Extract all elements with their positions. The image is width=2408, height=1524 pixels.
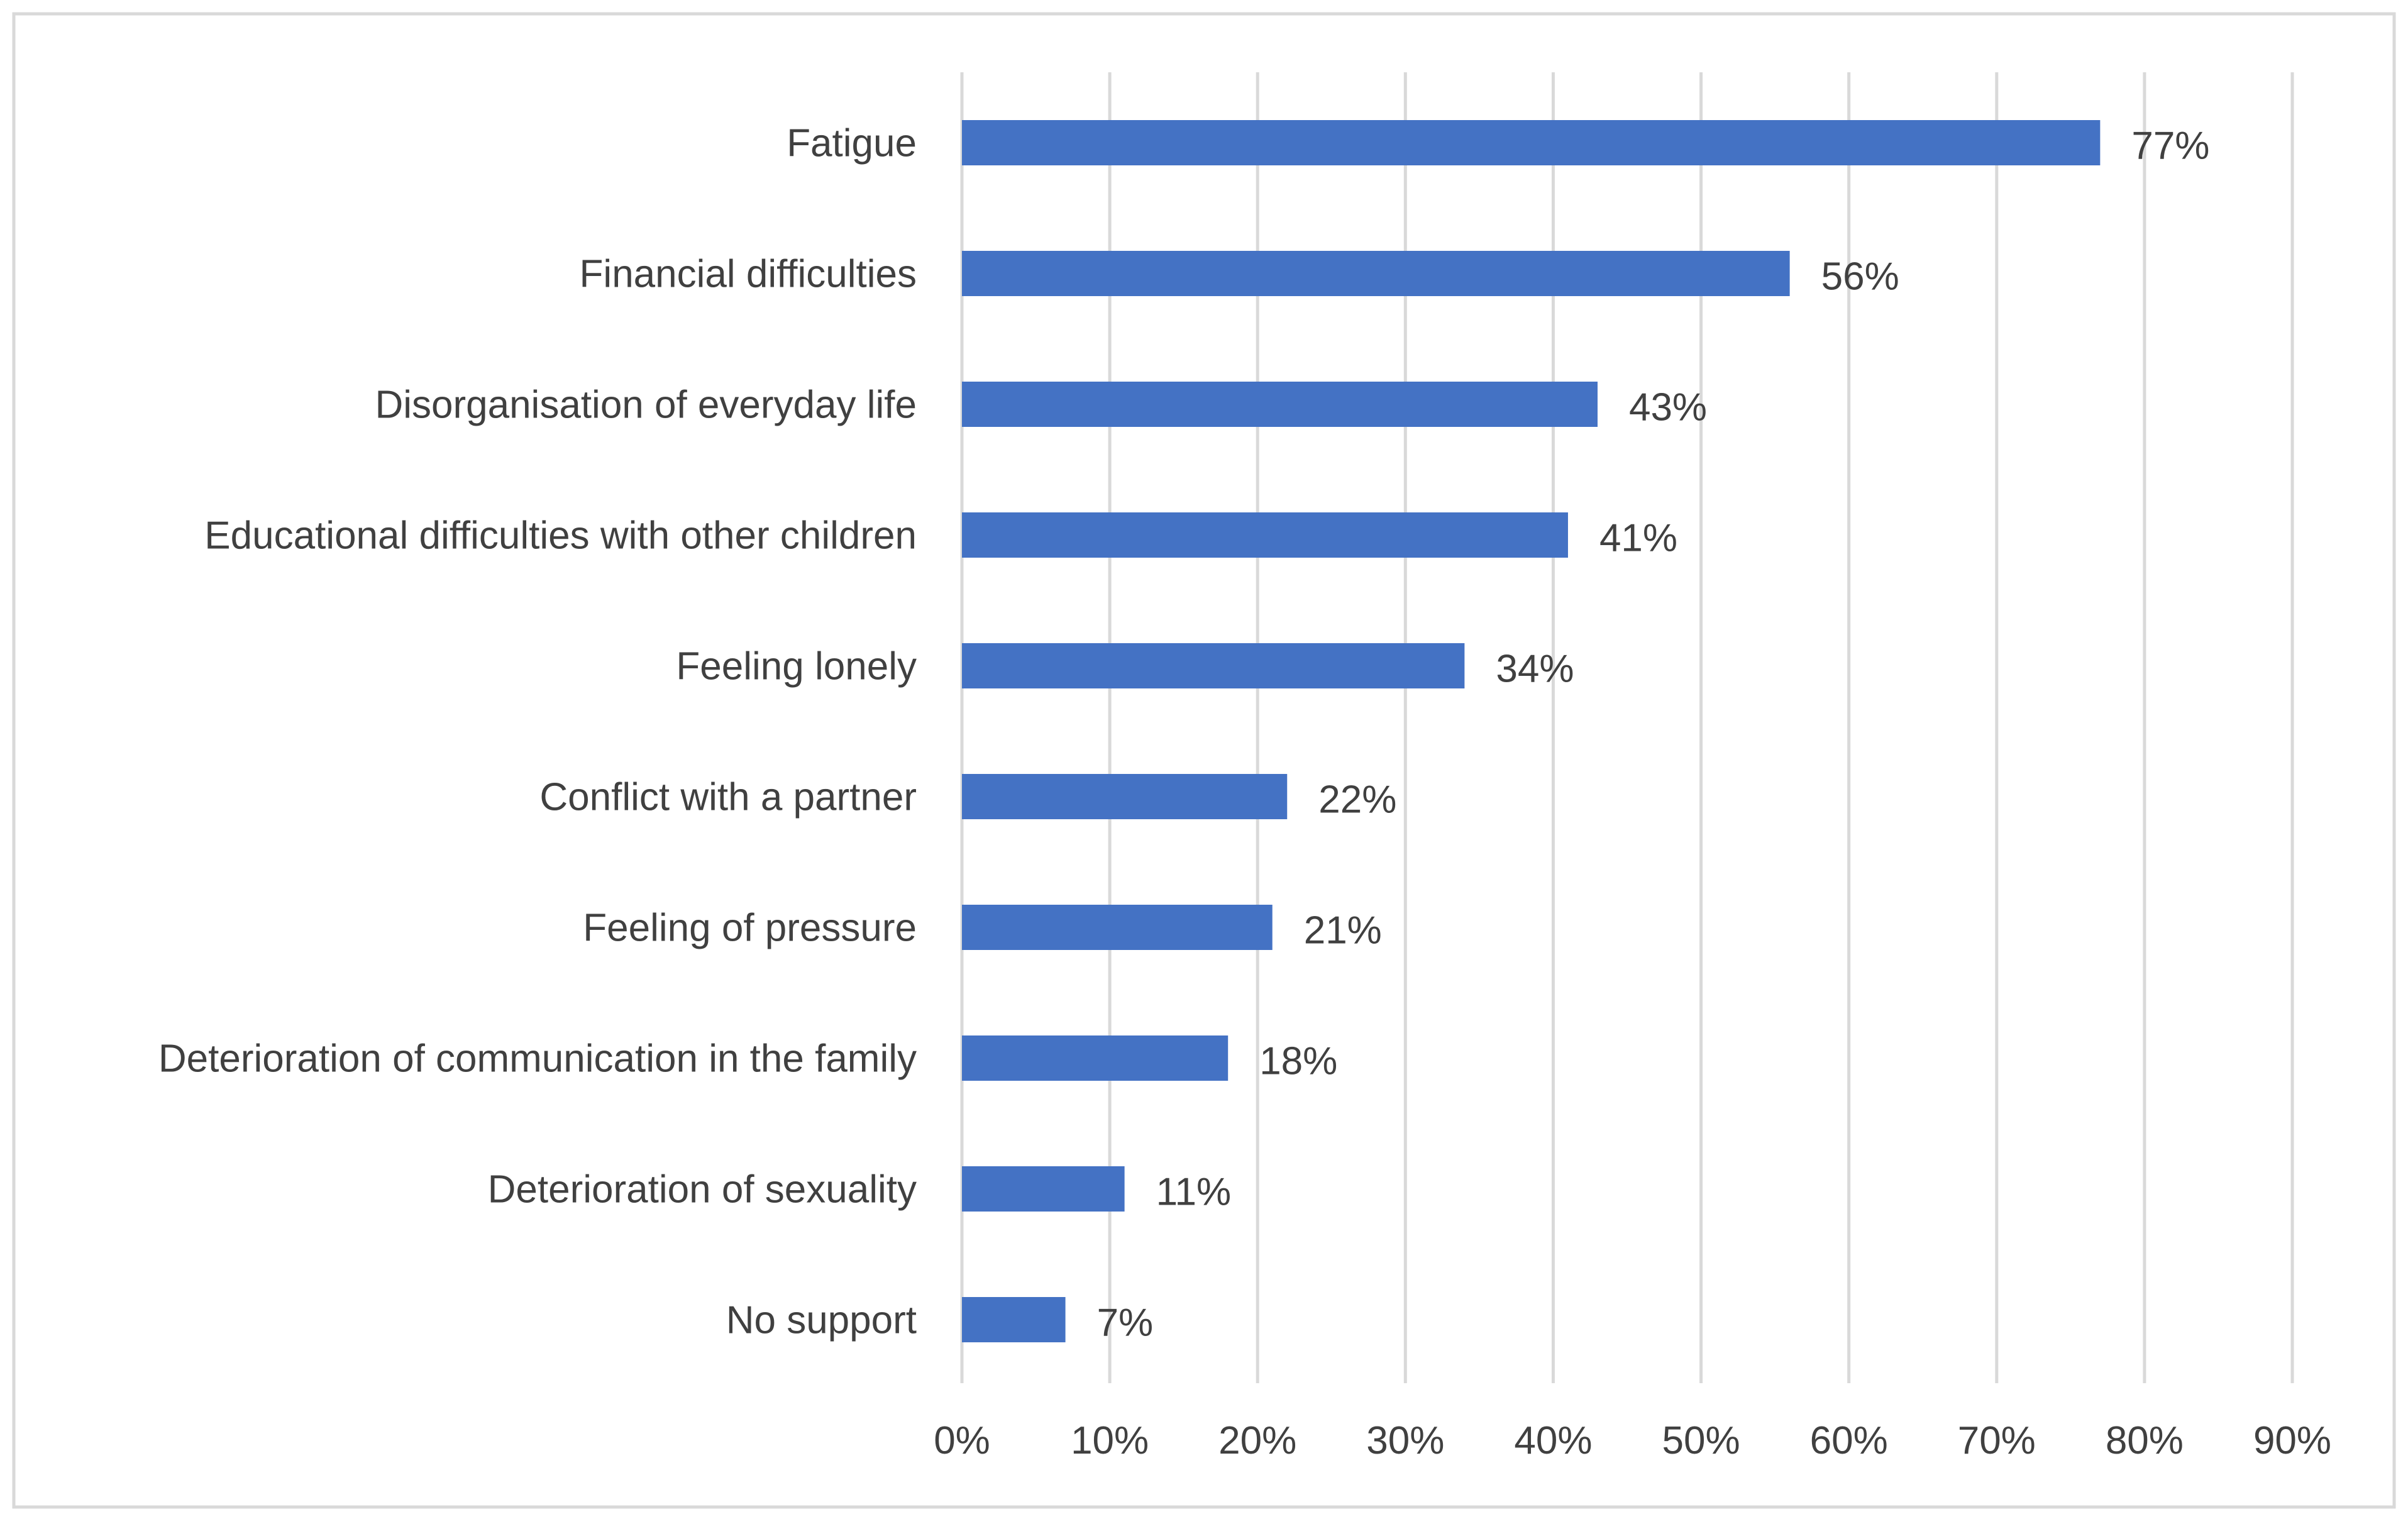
bar-5	[962, 774, 1288, 819]
category-label-9: No support	[726, 1299, 917, 1342]
bar-0	[962, 120, 2101, 165]
bar-9	[962, 1297, 1066, 1342]
data-label-7: 18%	[1259, 1040, 1337, 1083]
category-labels: Fatigue Financial difficulties Disorganisa…	[158, 122, 917, 1342]
bar-1	[962, 251, 1790, 296]
x-tick-label-10: 10%	[1071, 1419, 1149, 1462]
x-tick-label-80: 80%	[2106, 1419, 2184, 1462]
x-axis-tick-labels: 0% 10% 20% 30% 40% 50% 60% 70% 80% 90%	[934, 1419, 2331, 1462]
data-label-5: 22%	[1318, 778, 1396, 822]
x-tick-label-70: 70%	[1958, 1419, 2036, 1462]
bar-4	[962, 643, 1465, 688]
data-label-2: 43%	[1629, 386, 1707, 429]
bar-3	[962, 512, 1568, 558]
x-tick-label-60: 60%	[1810, 1419, 1888, 1462]
x-tick-label-40: 40%	[1514, 1419, 1592, 1462]
bar-7	[962, 1035, 1229, 1081]
x-tick-label-50: 50%	[1662, 1419, 1740, 1462]
x-tick-label-90: 90%	[2253, 1419, 2331, 1462]
data-label-9: 7%	[1097, 1301, 1154, 1345]
category-label-8: Deterioration of sexuality	[488, 1168, 917, 1212]
data-label-6: 21%	[1304, 909, 1382, 952]
data-label-1: 56%	[1821, 255, 1899, 299]
category-label-7: Deterioration of communication in the fa…	[158, 1037, 917, 1081]
data-label-8: 11%	[1156, 1171, 1232, 1214]
data-label-4: 34%	[1496, 648, 1574, 691]
x-tick-label-0: 0%	[934, 1419, 990, 1462]
category-label-0: Fatigue	[787, 122, 917, 165]
category-label-4: Feeling lonely	[676, 645, 917, 688]
chart-frame	[12, 12, 2396, 1509]
bar-2	[962, 382, 1598, 427]
category-label-5: Conflict with a partner	[539, 776, 917, 819]
x-tick-label-30: 30%	[1366, 1419, 1444, 1462]
bar-6	[962, 905, 1273, 950]
data-label-0: 77%	[2131, 124, 2209, 168]
data-label-3: 41%	[1599, 517, 1677, 560]
category-label-6: Feeling of pressure	[583, 907, 917, 950]
data-labels: 77% 56% 43% 41% 34% 22% 21% 18% 11% 7%	[1097, 124, 2210, 1345]
x-tick-label-20: 20%	[1218, 1419, 1296, 1462]
category-label-2: Disorganisation of everyday life	[375, 384, 917, 427]
category-label-1: Financial difficulties	[580, 253, 917, 296]
bars	[962, 120, 2101, 1342]
category-label-3: Educational difficulties with other chil…	[204, 514, 917, 558]
bar-8	[962, 1166, 1125, 1212]
